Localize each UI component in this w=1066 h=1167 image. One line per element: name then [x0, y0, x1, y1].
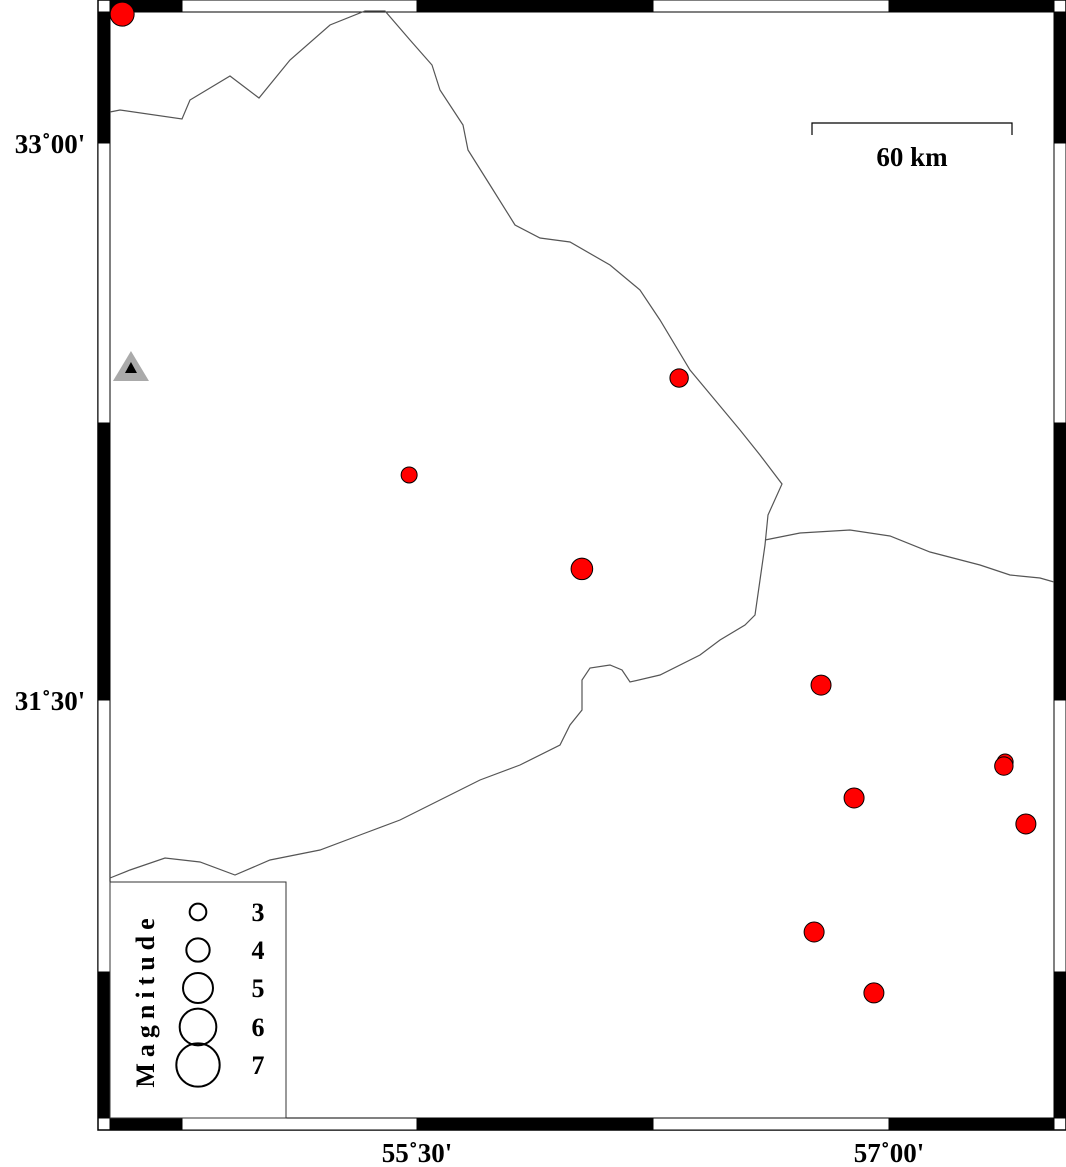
frame-segment	[652, 0, 890, 13]
legend-circle	[175, 1042, 221, 1088]
borders	[109, 10, 1055, 879]
frame-segment	[416, 1117, 654, 1131]
frame-segment	[97, 699, 111, 973]
legend-circle	[178, 1007, 218, 1047]
earthquake-event	[863, 982, 885, 1004]
province-border	[109, 10, 783, 879]
frame-segment	[888, 0, 1055, 13]
frame-segment	[1053, 142, 1066, 424]
earthquake-event	[669, 368, 689, 388]
earthquake-event	[843, 787, 865, 809]
frame-segment	[1053, 422, 1066, 701]
lat-label-31-30: 31˚30'	[15, 686, 86, 716]
frame-segment	[109, 1117, 183, 1131]
scale-bar: 60 km	[811, 122, 1013, 172]
frame-segment	[652, 1117, 890, 1131]
frame-segment	[1053, 11, 1066, 144]
province-border	[764, 529, 1055, 583]
earthquake-event	[803, 921, 825, 943]
lat-label-33: 33˚00'	[15, 129, 86, 159]
legend-circle	[185, 937, 211, 963]
earthquake-event	[1015, 813, 1037, 835]
lon-label-57: 57˚00'	[854, 1138, 925, 1167]
triangle-icon-inner	[124, 362, 137, 374]
frame-segment	[888, 1117, 1055, 1131]
frame-segment	[97, 971, 111, 1119]
legend-label: 6	[252, 1013, 265, 1042]
legend-label: 3	[252, 898, 265, 927]
legend-label: 7	[252, 1051, 265, 1080]
legend-label: 4	[252, 936, 265, 965]
lon-label-55-30: 55˚30'	[382, 1138, 453, 1167]
scale-bar-line	[811, 122, 1013, 135]
frame-segment	[97, 422, 111, 701]
frame-segment	[1053, 971, 1066, 1119]
legend-circle	[182, 972, 214, 1004]
frame-segment	[97, 142, 111, 424]
legend-circle	[188, 902, 208, 922]
legend-label: 5	[252, 974, 265, 1003]
earthquake-event	[109, 1, 135, 27]
events	[109, 1, 1037, 1004]
legend-title: Magnitude	[131, 912, 160, 1087]
earthquake-event	[994, 756, 1014, 776]
frame-segment	[181, 0, 418, 13]
station-marker	[112, 351, 149, 382]
scale-bar-label: 60 km	[876, 142, 948, 172]
earthquake-event	[810, 674, 832, 696]
earthquake-event	[400, 466, 418, 484]
frame-segment	[1053, 699, 1066, 973]
frame-segment	[181, 1117, 418, 1131]
earthquake-event	[570, 557, 594, 581]
legend: Magnitude 3 4 5 6 7	[109, 881, 287, 1119]
frame-inner	[109, 11, 1055, 1119]
frame-segment	[97, 11, 111, 144]
frame-segment	[416, 0, 654, 13]
